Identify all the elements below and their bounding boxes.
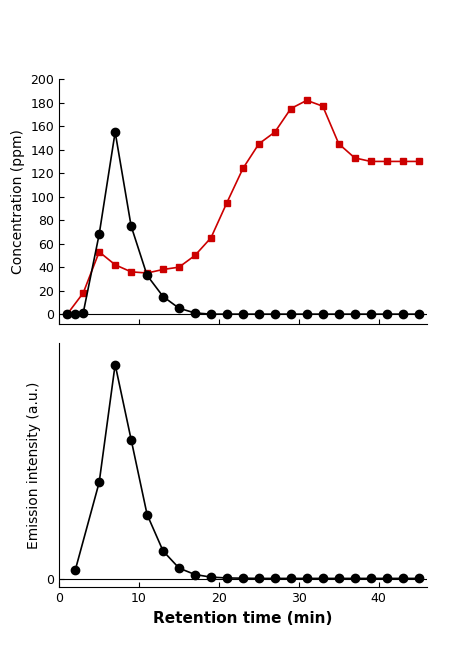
X-axis label: Retention time (min): Retention time (min) [153,610,333,626]
Y-axis label: Emission intensity (a.u.): Emission intensity (a.u.) [27,381,41,549]
Y-axis label: Concentration (ppm): Concentration (ppm) [11,129,25,274]
